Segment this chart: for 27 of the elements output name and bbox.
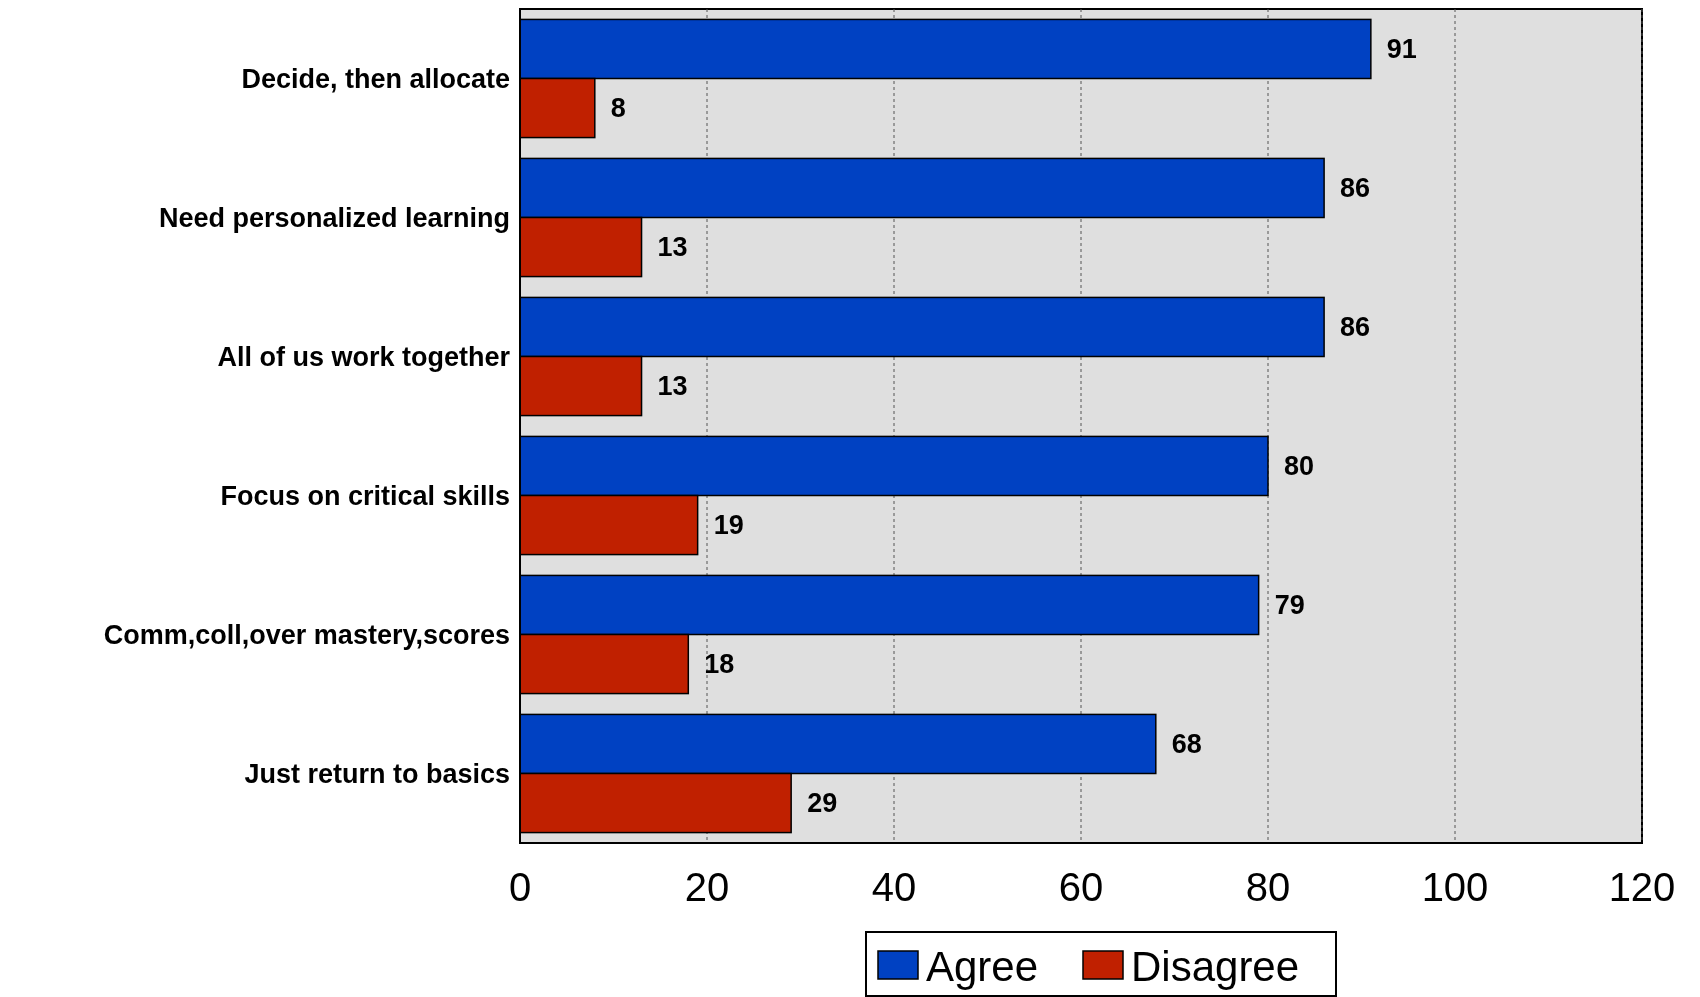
data-label: 29 [807,788,838,819]
x-tick-label: 40 [871,865,917,909]
x-tick-label: 0 [508,865,532,909]
legend-label: Disagree [1131,942,1300,990]
legend-label: Agree [926,942,1039,990]
y-tick-label: Decide, then allocate [241,63,510,94]
y-tick-label: All of us work together [217,341,511,372]
y-tick-label: Comm,coll,over mastery,scores [103,619,510,650]
data-label: 19 [713,510,744,541]
data-label: 68 [1171,729,1202,760]
x-tick-label: 20 [684,865,730,909]
data-label: 13 [657,232,688,263]
data-label: 86 [1340,173,1371,204]
data-label: 86 [1340,312,1371,343]
data-label: 91 [1386,34,1417,65]
data-label: 80 [1284,451,1315,482]
y-tick-label: Need personalized learning [158,202,510,233]
y-tick-label: Just return to basics [244,758,510,789]
x-tick-label: 100 [1421,865,1489,909]
x-tick-label: 60 [1058,865,1104,909]
data-label: 8 [610,93,626,124]
data-label: 13 [657,371,688,402]
data-label: 18 [704,649,735,680]
x-tick-label: 80 [1245,865,1291,909]
data-label: 79 [1274,590,1305,621]
x-tick-label: 120 [1608,865,1676,909]
y-tick-label: Focus on critical skills [220,480,510,511]
